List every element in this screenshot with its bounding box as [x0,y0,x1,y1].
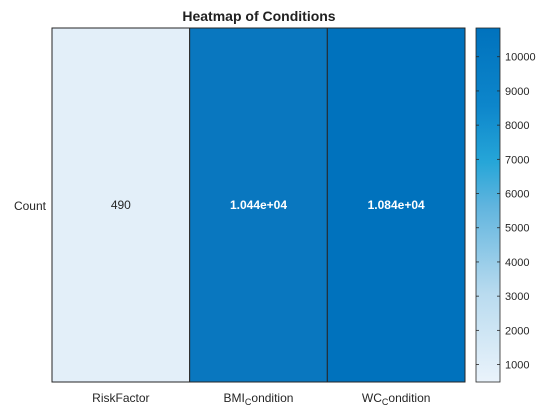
colorbar-tick-label: 1000 [505,360,529,372]
colorbar-tick-label: 5000 [505,223,529,235]
colorbar-tick-label: 6000 [505,189,529,201]
cell-value-label: 1.084e+04 [368,198,425,212]
x-tick-label: WCCondition [362,391,431,407]
cell-value-label: 490 [111,198,131,212]
colorbar-tick-label: 8000 [505,120,529,132]
colorbar-ticks: 1000 2000 3000 4000 5000 6000 7000 8000 9000 1000… [476,52,536,372]
colorbar [475,27,501,383]
heatmap-cell [189,27,328,383]
colorbar-tick-label: 4000 [505,257,529,269]
x-tick-labels: RiskFactor BMICondition WCCondition [92,391,430,407]
y-tick-label: Count [14,199,47,213]
colorbar-tick-label: 10000 [505,52,536,64]
colorbar-tick-label: 9000 [505,86,529,98]
x-tick-label: BMICondition [224,391,294,407]
plot-frame [51,27,466,383]
chart-title: Heatmap of Conditions [182,8,335,24]
colorbar-tick-label: 3000 [505,291,529,303]
heatmap-cell [51,27,191,383]
colorbar-tick-label: 2000 [505,325,529,337]
x-tick-label: RiskFactor [92,391,149,405]
heatmap-cells: 490 1.044e+04 1.084e+04 [51,27,466,383]
colorbar-tick-label: 7000 [505,154,529,166]
cell-value-label: 1.044e+04 [230,198,287,212]
